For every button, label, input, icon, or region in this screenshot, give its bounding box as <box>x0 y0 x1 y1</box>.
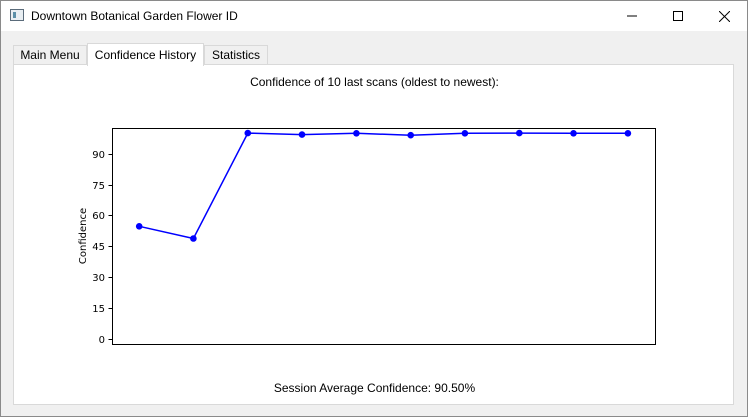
data-point <box>353 130 360 137</box>
confidence-chart: 0 15 30 45 60 75 90 Confidence <box>78 128 656 346</box>
data-point <box>461 130 469 137</box>
y-tick-label: 75 <box>92 181 105 192</box>
y-tick-label: 30 <box>92 273 105 284</box>
y-tick-label: 45 <box>92 242 105 253</box>
data-point <box>516 129 523 137</box>
title-bar[interactable]: Downtown Botanical Garden Flower ID <box>1 1 747 31</box>
close-button[interactable] <box>701 1 747 31</box>
y-tick-label: 90 <box>92 150 105 161</box>
maximize-button[interactable] <box>655 1 701 31</box>
y-tick-label: 60 <box>92 211 105 222</box>
data-point <box>407 131 415 139</box>
data-point <box>298 131 306 138</box>
chart-heading: Confidence of 10 last scans (oldest to n… <box>250 75 499 89</box>
series-line <box>139 132 628 240</box>
data-point <box>135 223 143 230</box>
data-point <box>624 130 632 137</box>
y-axis-label: Confidence <box>78 208 89 264</box>
close-icon <box>719 11 730 22</box>
window-title: Downtown Botanical Garden Flower ID <box>31 9 238 23</box>
data-point <box>570 130 577 137</box>
maximize-icon <box>673 11 683 21</box>
y-tick-label: 15 <box>92 304 105 315</box>
confidence-history-panel: Confidence of 10 last scans (oldest to n… <box>13 64 734 405</box>
tab-main-menu[interactable]: Main Menu <box>13 45 87 64</box>
minimize-button[interactable] <box>609 1 655 31</box>
minimize-icon <box>627 15 637 17</box>
y-tick-label: 0 <box>99 335 105 346</box>
app-icon <box>10 9 24 21</box>
tab-confidence-history[interactable]: Confidence History <box>87 43 204 66</box>
data-point <box>190 235 197 242</box>
data-point <box>244 129 252 137</box>
session-average-label: Session Average Confidence: 90.50% <box>273 381 476 395</box>
plot-frame <box>112 128 656 345</box>
tab-statistics[interactable]: Statistics <box>204 45 268 64</box>
